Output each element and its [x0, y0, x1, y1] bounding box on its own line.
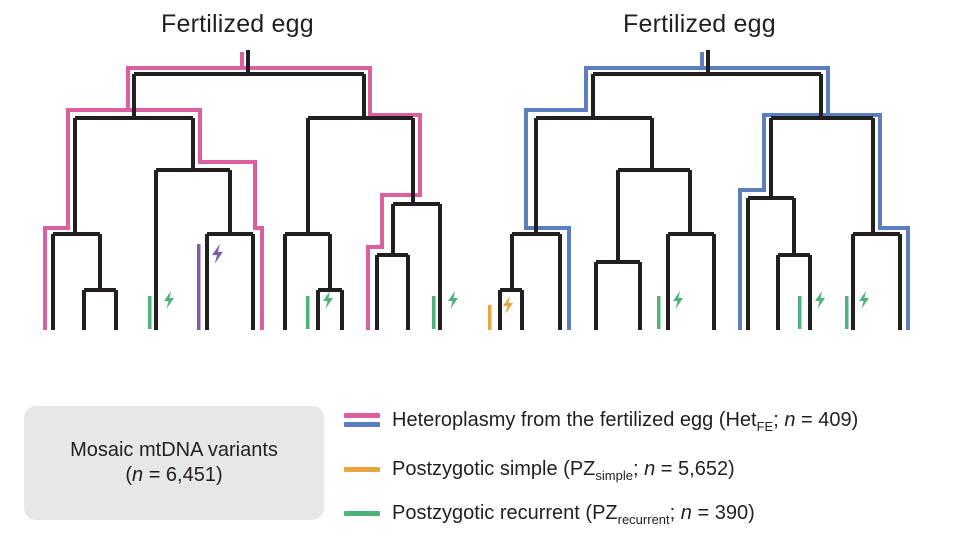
- lightning-icon: [815, 291, 825, 309]
- lightning-icon: [323, 291, 333, 309]
- mosaic-variants-box: Mosaic mtDNA variants (n = 6,451): [24, 406, 324, 520]
- recurrent-marker: [148, 291, 174, 329]
- lineage-tree-right: [498, 50, 902, 330]
- legend-label-heteroplasmy: Heteroplasmy from the fertilized egg (He…: [392, 409, 859, 434]
- recurrent-marker: [798, 291, 825, 329]
- summary-count: (n = 6,451): [125, 464, 223, 486]
- tree-title-left: Fertilized egg: [161, 10, 314, 38]
- recurrent-marker: [432, 291, 458, 329]
- lightning-icon: [448, 291, 458, 309]
- legend-label-simple: Postzygotic simple (PZsimple; n = 5,652): [392, 458, 735, 483]
- legend-swatch-blue: [344, 422, 380, 427]
- simple-variant-marker: [488, 296, 513, 330]
- legend-swatch-pink: [344, 413, 380, 418]
- tree-title-right: Fertilized egg: [623, 10, 776, 38]
- legend-swatch-green: [344, 511, 380, 516]
- lightning-icon: [859, 291, 869, 309]
- heteroplasmy-path-left: [43, 52, 422, 330]
- summary-title: Mosaic mtDNA variants: [70, 439, 278, 461]
- lightning-icon: [164, 291, 174, 309]
- recurrent-marker: [657, 291, 683, 329]
- somatic-variant-marker: [197, 244, 223, 330]
- recurrent-marker: [306, 291, 333, 329]
- legend-swatch-orange: [344, 467, 380, 472]
- recurrent-variant-markers: [148, 291, 869, 329]
- lightning-icon: [673, 291, 683, 309]
- lineage-tree-left: [51, 50, 442, 330]
- recurrent-marker: [845, 291, 869, 329]
- heteroplasmy-path-right: [524, 52, 910, 330]
- lightning-icon: [212, 244, 223, 264]
- lightning-icon: [503, 296, 513, 314]
- legend-label-recurrent: Postzygotic recurrent (PZrecurrent; n = …: [392, 502, 755, 527]
